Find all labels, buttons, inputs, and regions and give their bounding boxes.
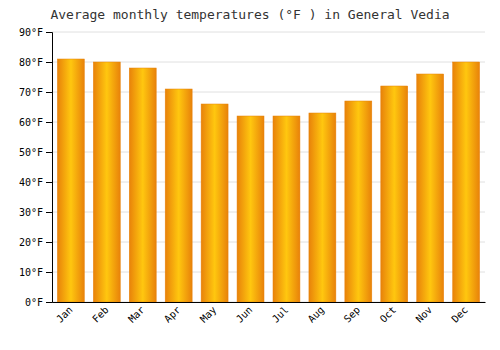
- x-tick: Aug: [306, 304, 327, 325]
- y-tick-mark: [46, 92, 52, 93]
- y-axis: 0°F 10°F 20°F 30°F 40°F 50°F 60°F 70°F 80°F 90°F: [19, 27, 53, 308]
- x-tick-label: Sep: [342, 304, 363, 325]
- y-tick-label: 30°F: [19, 207, 43, 218]
- x-tick-label: Oct: [378, 304, 399, 325]
- x-tick-label: Jul: [270, 304, 291, 325]
- bar: [381, 86, 408, 302]
- y-tick-label: 40°F: [19, 177, 43, 188]
- y-tick: 50°F: [19, 147, 52, 158]
- y-tick-label: 60°F: [19, 117, 43, 128]
- x-tick-label: Dec: [449, 304, 470, 325]
- y-tick: 90°F: [19, 27, 52, 38]
- grid: [52, 32, 485, 302]
- x-axis-line: [53, 302, 486, 303]
- grid-line: [52, 32, 485, 33]
- y-tick-label: 80°F: [19, 57, 43, 68]
- y-tick-label: 10°F: [19, 267, 43, 278]
- y-tick-mark: [46, 62, 52, 63]
- y-tick-mark: [46, 272, 52, 273]
- y-tick-mark: [46, 122, 52, 123]
- bar: [453, 62, 480, 302]
- plot: 0°F 10°F 20°F 30°F 40°F 50°F 60°F 70°F 80°F 90°F J…: [19, 27, 486, 325]
- y-tick: 80°F: [19, 57, 52, 68]
- bar: [417, 74, 444, 302]
- y-tick-mark: [46, 182, 52, 183]
- y-tick-label: 20°F: [19, 237, 43, 248]
- x-tick-label: Aug: [306, 304, 327, 325]
- y-tick-mark: [46, 32, 52, 33]
- x-tick: Feb: [90, 304, 111, 325]
- x-tick-label: Apr: [162, 304, 183, 325]
- y-tick: 0°F: [25, 297, 52, 308]
- bar: [237, 116, 264, 302]
- x-tick: Sep: [342, 304, 363, 325]
- y-tick: 20°F: [19, 237, 52, 248]
- y-tick-label: 90°F: [19, 27, 43, 38]
- x-tick-label: Nov: [414, 304, 435, 325]
- x-tick: Jun: [234, 304, 255, 325]
- title: Average monthly temperatures (°F ) in Ge…: [50, 7, 449, 22]
- bar: [93, 62, 120, 302]
- x-axis: Jan Feb Mar Apr May Jun Jul Aug Sep Oct Nov Dec: [53, 303, 486, 325]
- chart: 0°F 10°F 20°F 30°F 40°F 50°F 60°F 70°F 80°F 90°F J…: [0, 0, 500, 350]
- bar: [345, 101, 372, 302]
- bar: [309, 113, 336, 302]
- y-tick-label: 70°F: [19, 87, 43, 98]
- x-tick: Jan: [54, 304, 75, 325]
- x-tick: Jul: [270, 304, 291, 325]
- y-tick-mark: [46, 302, 52, 303]
- y-tick: 70°F: [19, 87, 52, 98]
- bar: [129, 68, 156, 302]
- bar: [165, 89, 192, 302]
- y-tick: 10°F: [19, 267, 52, 278]
- y-tick: 30°F: [19, 207, 52, 218]
- bar: [57, 59, 84, 302]
- y-tick: 60°F: [19, 117, 52, 128]
- x-tick-label: Jan: [54, 304, 75, 325]
- x-tick: Mar: [126, 304, 147, 325]
- bars: [57, 59, 479, 302]
- x-tick-label: May: [198, 304, 219, 325]
- bar: [273, 116, 300, 302]
- x-tick-label: Mar: [126, 304, 147, 325]
- x-tick: May: [198, 304, 219, 325]
- x-tick-label: Feb: [90, 304, 111, 325]
- y-tick-mark: [46, 152, 52, 153]
- y-tick-label: 0°F: [25, 297, 43, 308]
- y-tick-mark: [46, 242, 52, 243]
- y-tick: 40°F: [19, 177, 52, 188]
- y-tick-label: 50°F: [19, 147, 43, 158]
- y-tick-mark: [46, 212, 52, 213]
- x-tick-label: Jun: [234, 304, 255, 325]
- x-tick: Dec: [449, 304, 470, 325]
- x-tick: Apr: [162, 304, 183, 325]
- bar: [201, 104, 228, 302]
- x-tick: Nov: [414, 304, 435, 325]
- y-axis-line: [46, 33, 53, 303]
- x-tick: Oct: [378, 304, 399, 325]
